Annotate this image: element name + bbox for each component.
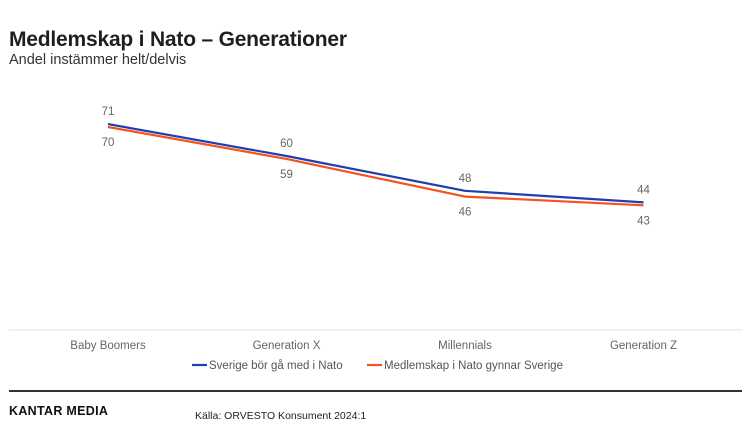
legend-label-2: Medlemskap i Nato gynnar Sverige xyxy=(384,360,563,372)
data-labels: 71 70 60 59 48 46 44 43 xyxy=(102,106,651,227)
legend-label-1: Sverige bör gå med i Nato xyxy=(209,360,343,372)
x-tick-label-1: Baby Boomers xyxy=(70,340,146,352)
chart-legend: Sverige bör gå med i Nato Medlemskap i Na… xyxy=(192,360,563,372)
data-label-s2-4: 43 xyxy=(637,215,650,227)
data-label-s2-1: 70 xyxy=(102,137,115,149)
source-note: Källa: ORVESTO Konsument 2024:1 xyxy=(195,410,367,422)
chart-title: Medlemskap i Nato – Generationer xyxy=(9,28,347,51)
series-lines xyxy=(107,123,644,207)
x-tick-label-3: Millennials xyxy=(438,340,492,352)
data-label-s2-3: 46 xyxy=(459,207,472,219)
series-line-2 xyxy=(107,125,644,207)
data-label-s1-1: 71 xyxy=(102,106,115,118)
x-tick-label-2: Generation X xyxy=(253,340,321,352)
series-line-1 xyxy=(107,123,644,204)
x-tick-labels: Baby Boomers Generation X Millennials Gener… xyxy=(70,340,677,352)
chart-subtitle: Andel instämmer helt/delvis xyxy=(9,52,187,68)
data-label-s1-4: 44 xyxy=(637,184,650,196)
brand-logo: KANTAR MEDIA xyxy=(9,404,109,418)
line-chart: 71 70 60 59 48 46 44 43 Baby Boomers Generation … xyxy=(9,106,742,372)
data-label-s1-3: 48 xyxy=(459,173,472,185)
x-tick-label-4: Generation Z xyxy=(610,340,677,352)
footer-divider xyxy=(9,390,742,392)
data-label-s1-2: 60 xyxy=(280,138,293,150)
data-label-s2-2: 59 xyxy=(280,169,293,181)
